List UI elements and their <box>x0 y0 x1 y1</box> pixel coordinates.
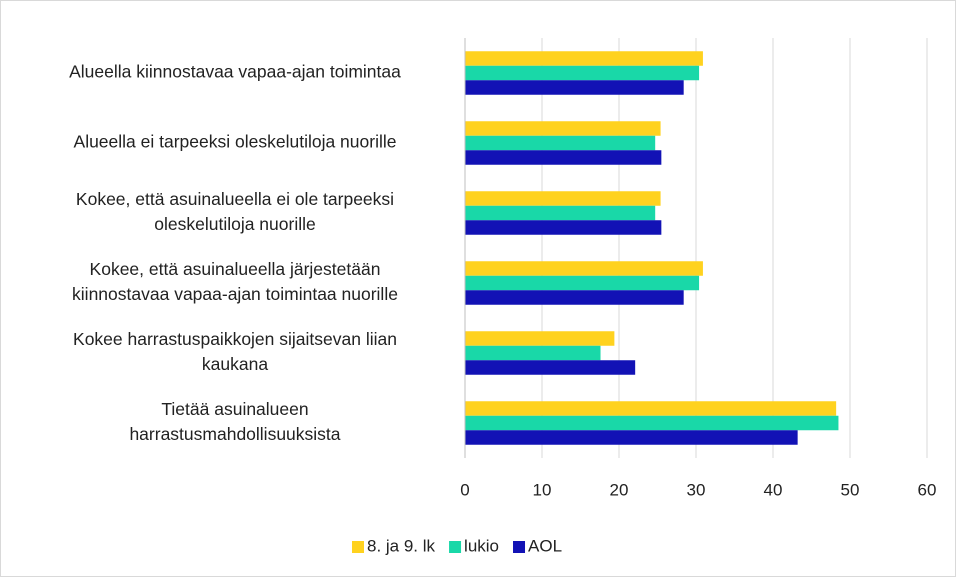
bar <box>465 331 615 346</box>
bar <box>465 261 703 276</box>
bar <box>465 150 662 165</box>
y-tick-label: Alueella ei tarpeeksi oleskelutiloja nuo… <box>73 131 397 152</box>
bar <box>465 80 684 95</box>
legend-swatch <box>449 541 462 553</box>
bar <box>465 51 703 66</box>
bar <box>465 65 700 81</box>
bar <box>465 121 661 136</box>
bar <box>465 275 700 291</box>
y-tick-label: Kokee, että asuinalueella järjestetään k… <box>72 259 398 304</box>
x-tick-label: 0 <box>460 480 469 499</box>
x-tick-label: 60 <box>918 480 937 499</box>
legend-label: AOL <box>528 536 562 555</box>
legend-label: lukio <box>464 536 499 555</box>
x-tick-label: 10 <box>533 480 552 499</box>
y-tick-label: Alueella kiinnostavaa vapaa-ajan toimint… <box>69 61 401 82</box>
bar <box>465 345 601 361</box>
y-tick-label: Kokee, että asuinalueella ei ole tarpeek… <box>75 189 395 234</box>
y-tick-label: Kokee harrastuspaikkojen sijaitsevan lii… <box>73 329 397 374</box>
legend-swatch <box>352 541 364 553</box>
bar <box>465 290 684 305</box>
legend-swatch <box>513 541 526 553</box>
bar <box>465 191 661 206</box>
y-tick-label: Tietää asuinalueen harrastusmahdollisuuk… <box>129 399 341 444</box>
bar <box>465 415 839 431</box>
x-tick-label: 30 <box>687 480 706 499</box>
x-tick-label: 50 <box>841 480 860 499</box>
legend-label: 8. ja 9. lk <box>367 536 436 555</box>
bar <box>465 205 656 221</box>
bar <box>465 401 837 416</box>
bar <box>465 135 656 151</box>
x-tick-label: 40 <box>764 480 783 499</box>
bar <box>465 360 636 375</box>
bar <box>465 430 798 445</box>
bar <box>465 220 662 235</box>
x-tick-label: 20 <box>610 480 629 499</box>
